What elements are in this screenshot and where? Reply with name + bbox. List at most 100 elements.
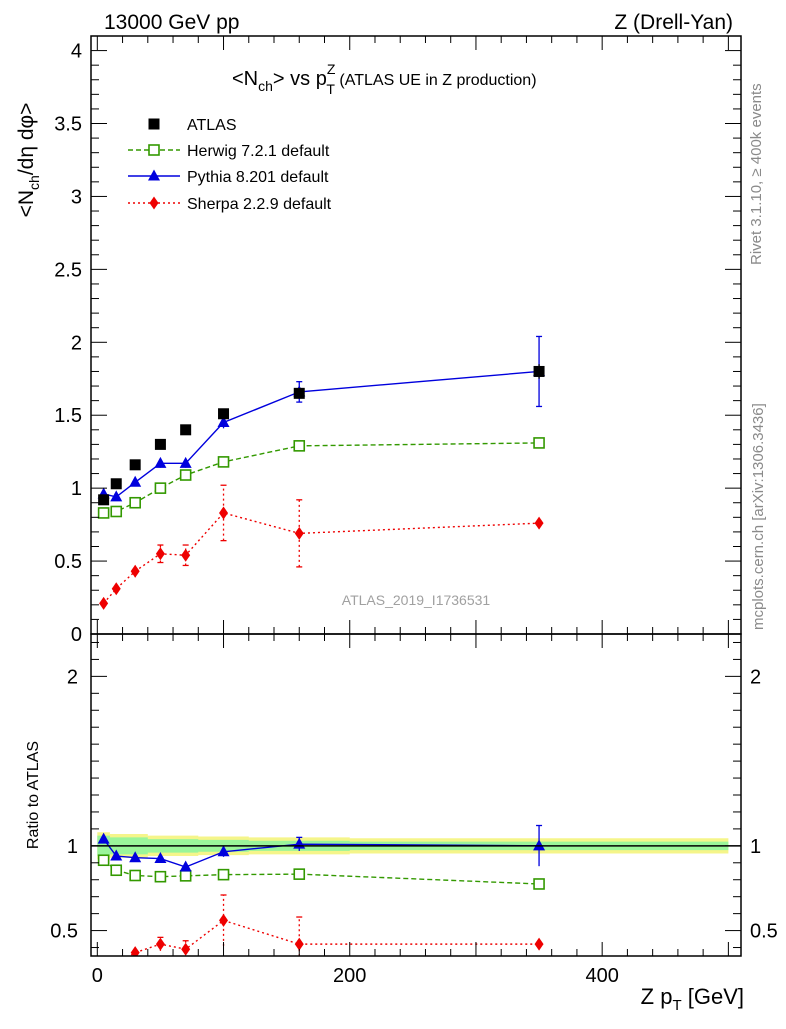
main-y-tick-label: 4: [71, 41, 82, 63]
herwig-7-2-1-default-ratio-point: [179, 870, 192, 882]
title-main-sub: ch: [258, 78, 273, 94]
atlas-main-point: [154, 438, 166, 450]
sherpa-2-2-9-default-main-point: [294, 526, 304, 540]
pythia-8-201-default-ratio-point: [217, 845, 230, 857]
mcplots-side-label: mcplots.cern.ch [arXiv:1306.3436]: [750, 403, 767, 630]
herwig-7-2-1-default-main-point: [154, 482, 167, 494]
pythia-8-201-default-ratio-point: [129, 851, 142, 863]
atlas-main-point: [110, 478, 122, 490]
legend: ATLAS Herwig 7.2.1 default Pythia 8.201 de…: [128, 117, 332, 213]
atlas-main-point: [180, 424, 192, 436]
ratio-y-tick-label-right: 0.5: [750, 921, 778, 943]
herwig-7-2-1-default-legend-marker: [148, 144, 160, 156]
xlabel-main: Z p: [641, 984, 673, 1009]
sherpa-2-2-9-default-ratio-point: [155, 937, 165, 951]
main-y-tick-label: 3.5: [54, 114, 82, 136]
ratio-series-layer: [91, 824, 741, 956]
pythia-8-201-default-ratio-point: [97, 832, 110, 844]
ratio-y-tick-label-left: 2: [67, 666, 78, 688]
herwig-7-2-1-default-main-point: [293, 440, 306, 452]
sherpa-2-2-9-default-main-point: [155, 547, 165, 561]
herwig-7-2-1-default-ratio-point: [154, 870, 167, 883]
sherpa-2-2-9-default-main-line: [103, 512, 540, 604]
sherpa-2-2-9-default-ratio-point: [534, 937, 544, 951]
main-y-tick-label: 2.5: [54, 259, 82, 281]
herwig-7-2-1-default-ratio-point: [533, 878, 545, 890]
atlas-main-point: [218, 408, 230, 420]
atlas-main-point: [293, 387, 305, 399]
main-ylabel-sub: ch: [26, 175, 42, 190]
main-y-tick-label: 0: [71, 624, 82, 646]
herwig-7-2-1-default-main-line: [103, 442, 540, 514]
sherpa-2-2-9-default-ratio-line: [128, 919, 540, 956]
herwig-7-2-1-default-main-point: [217, 456, 230, 468]
pythia-8-201-default-ratio-point: [110, 849, 123, 861]
main-series-layer: [97, 335, 546, 610]
sherpa-2-2-9-default-legend-marker: [149, 196, 159, 210]
herwig-7-2-1-default-ratio-point: [293, 868, 306, 880]
x-tick-label: 400: [585, 965, 618, 987]
analysis-id-label: ATLAS_2019_I1736531: [342, 592, 491, 608]
herwig-7-2-1-default-main-point: [129, 496, 141, 509]
herwig-7-2-1-default-ratio-line: [103, 859, 540, 885]
ratio-y-tick-label-left: 1: [67, 836, 78, 858]
pythia-8-201-default-main-point: [129, 475, 142, 487]
pythia-8-201-default-legend-marker: [148, 169, 160, 181]
sherpa-2-2-9-default-main-point: [534, 516, 544, 530]
pythia-8-201-default-main-point: [110, 490, 123, 502]
sherpa-2-2-9-default-ratio-point: [181, 942, 191, 956]
main-y-tick-label: 3: [71, 186, 82, 208]
herwig-7-2-1-default-ratio-point: [110, 864, 123, 877]
main-y-tick-label: 1.5: [54, 405, 82, 427]
title-vs: > vs p: [273, 68, 327, 90]
xlabel-rest: [GeV]: [682, 984, 744, 1009]
pythia-8-201-default-legend-label: Pythia 8.201 default: [187, 169, 329, 186]
pythia-8-201-default-main-point: [217, 416, 230, 428]
sherpa-2-2-9-default-main-point: [219, 506, 229, 520]
herwig-7-2-1-default-main-point: [110, 505, 123, 518]
sherpa-2-2-9-default-main-point: [130, 564, 140, 578]
ratio-y-axis-label: Ratio to ATLAS: [25, 741, 42, 849]
pythia-8-201-default-main-line: [103, 370, 540, 498]
herwig-7-2-1-default-main-point: [97, 507, 110, 519]
x-tick-label: 0: [92, 965, 103, 987]
herwig-7-2-1-default-main-point: [179, 469, 192, 481]
x-tick-label: 200: [333, 965, 366, 987]
main-y-tick-label: 2: [71, 332, 82, 354]
herwig-7-2-1-default-ratio-point: [129, 869, 141, 882]
ratio-y-tick-label-right: 1: [750, 836, 761, 858]
ratio-y-tick-label-right: 2: [750, 666, 761, 688]
herwig-7-2-1-default-ratio-point: [97, 854, 110, 867]
main-ylabel-main: <N: [15, 190, 38, 217]
pythia-8-201-default-ratio-point: [154, 852, 167, 864]
process-label: Z (Drell-Yan): [614, 11, 733, 34]
sherpa-2-2-9-default-ratio-point: [294, 937, 304, 951]
atlas-main-point: [98, 494, 110, 506]
main-y-tick-label: 1: [71, 478, 82, 500]
herwig-7-2-1-default-main-point: [533, 437, 545, 449]
plot-title: <Nch> vs pZ T (ATLAS UE in Z production): [232, 61, 537, 97]
energy-label: 13000 GeV pp: [104, 11, 239, 34]
axes-layer: 0 200 400 0 0.5 1 1.5 2 2.5 3 3.5 4 0.5 0.5 1 1 2 2: [50, 35, 778, 987]
title-main: <N: [232, 68, 258, 90]
atlas-legend-marker: [148, 118, 160, 130]
xlabel-sub: T: [672, 997, 681, 1014]
ratio-plot-frame: [90, 633, 742, 957]
pythia-8-201-default-main-point: [179, 456, 192, 468]
atlas-main-point: [533, 365, 545, 377]
herwig-7-2-1-default-ratio-point: [217, 868, 230, 881]
pythia-8-201-default-ratio-point: [533, 839, 546, 851]
sherpa-2-2-9-default-ratio-point: [219, 913, 229, 927]
rivet-side-label: Rivet 3.1.10, ≥ 400k events: [748, 83, 765, 265]
sherpa-2-2-9-default-main-point: [111, 582, 121, 596]
ratio-y-tick-label-left: 0.5: [50, 921, 78, 943]
x-axis-label: Z pT [GeV]: [641, 984, 744, 1014]
main-y-tick-label: 0.5: [54, 551, 82, 573]
sherpa-2-2-9-default-main-point: [181, 548, 191, 562]
title-rest: (ATLAS UE in Z production): [335, 72, 537, 89]
herwig-7-2-1-default-legend-label: Herwig 7.2.1 default: [187, 143, 330, 160]
atlas-main-point: [129, 459, 141, 471]
sherpa-2-2-9-default-legend-label: Sherpa 2.2.9 default: [187, 196, 332, 213]
main-ylabel-rest: /dη dφ>: [15, 103, 38, 176]
